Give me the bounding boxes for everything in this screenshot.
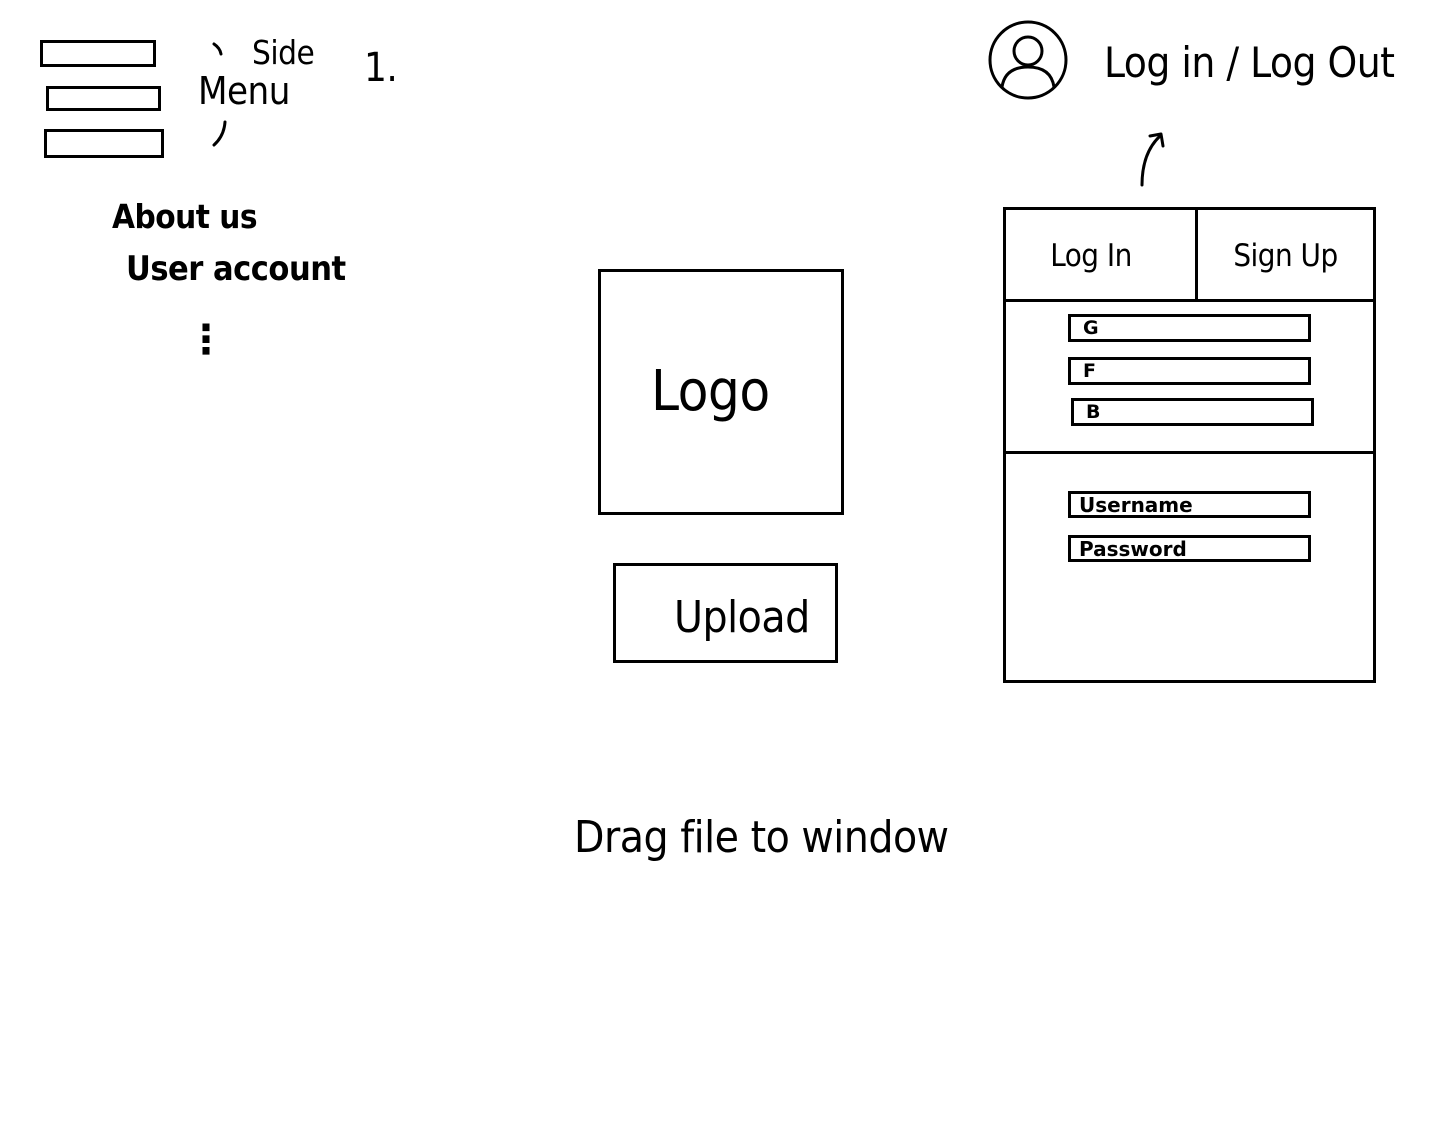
tab-sign-up[interactable]: Sign Up xyxy=(1198,210,1373,302)
hamburger-menu-icon[interactable] xyxy=(40,40,165,158)
tab-log-in-label: Log In xyxy=(1050,238,1132,274)
hamburger-bar xyxy=(44,129,164,158)
tab-divider xyxy=(1195,210,1198,302)
annotation-bracket xyxy=(212,42,227,147)
section-divider xyxy=(1006,451,1373,454)
facebook-login-button[interactable]: F xyxy=(1068,357,1311,385)
user-circle-icon[interactable] xyxy=(987,19,1069,101)
login-logout-link[interactable]: Log in / Log Out xyxy=(1104,38,1395,87)
more-items-ellipsis: ⋮ xyxy=(186,317,226,363)
logo-label: Logo xyxy=(651,359,770,424)
tab-sign-up-label: Sign Up xyxy=(1233,238,1338,274)
login-panel: Log In Sign Up G F B Username Password xyxy=(1003,207,1376,683)
hamburger-bar xyxy=(46,86,161,111)
google-login-button[interactable]: G xyxy=(1068,314,1311,342)
side-menu-annotation: Side xyxy=(252,33,315,72)
step-number: 1. xyxy=(364,45,398,91)
tabs-divider xyxy=(1006,299,1373,302)
side-menu-annotation-menu: Menu xyxy=(198,69,290,113)
menu-item-user-account[interactable]: User account xyxy=(126,249,346,289)
upload-button[interactable]: Upload xyxy=(613,563,838,663)
password-input[interactable]: Password xyxy=(1068,535,1311,562)
username-input[interactable]: Username xyxy=(1068,491,1311,518)
arrow-up-icon xyxy=(1140,132,1165,187)
drag-file-hint: Drag file to window xyxy=(574,812,949,863)
menu-item-about-us[interactable]: About us xyxy=(112,197,258,236)
b-login-button[interactable]: B xyxy=(1071,398,1314,426)
hamburger-bar xyxy=(40,40,156,67)
upload-label: Upload xyxy=(674,592,810,643)
logo-placeholder: Logo xyxy=(598,269,844,515)
tab-log-in[interactable]: Log In xyxy=(1006,210,1196,302)
